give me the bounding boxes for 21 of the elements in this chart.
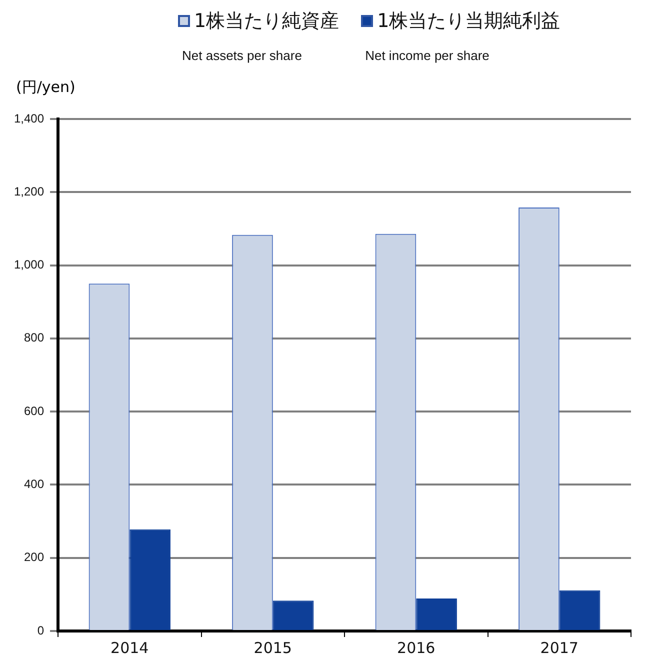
x-tick-label: 2015 xyxy=(254,638,292,657)
legend-label: 1株当たり純資産 xyxy=(194,9,340,34)
x-tick-label: 2014 xyxy=(110,638,149,657)
y-tick-label: 0 xyxy=(37,623,44,638)
y-tick-label: 1,200 xyxy=(14,184,44,198)
legend-label: 1株当たり当期純利益 xyxy=(377,9,560,34)
text: Net income per share xyxy=(365,48,490,63)
x-tick-label: 2017 xyxy=(540,638,578,657)
y-tick-label: 1,000 xyxy=(14,258,44,272)
y-tick-label: 200 xyxy=(24,550,44,564)
bar xyxy=(130,529,170,630)
y-tick-label: 600 xyxy=(24,404,44,418)
y-tick-label: 1,400 xyxy=(14,111,44,126)
x-tick-label: 2016 xyxy=(397,638,436,657)
bar xyxy=(416,598,457,630)
bar xyxy=(559,590,600,630)
y-tick-label: 800 xyxy=(24,330,44,345)
y-tick-label: 400 xyxy=(24,477,44,492)
y-axis-title: (円/yen) xyxy=(16,78,76,97)
bar xyxy=(272,600,314,630)
text: Net assets per share xyxy=(182,48,303,63)
